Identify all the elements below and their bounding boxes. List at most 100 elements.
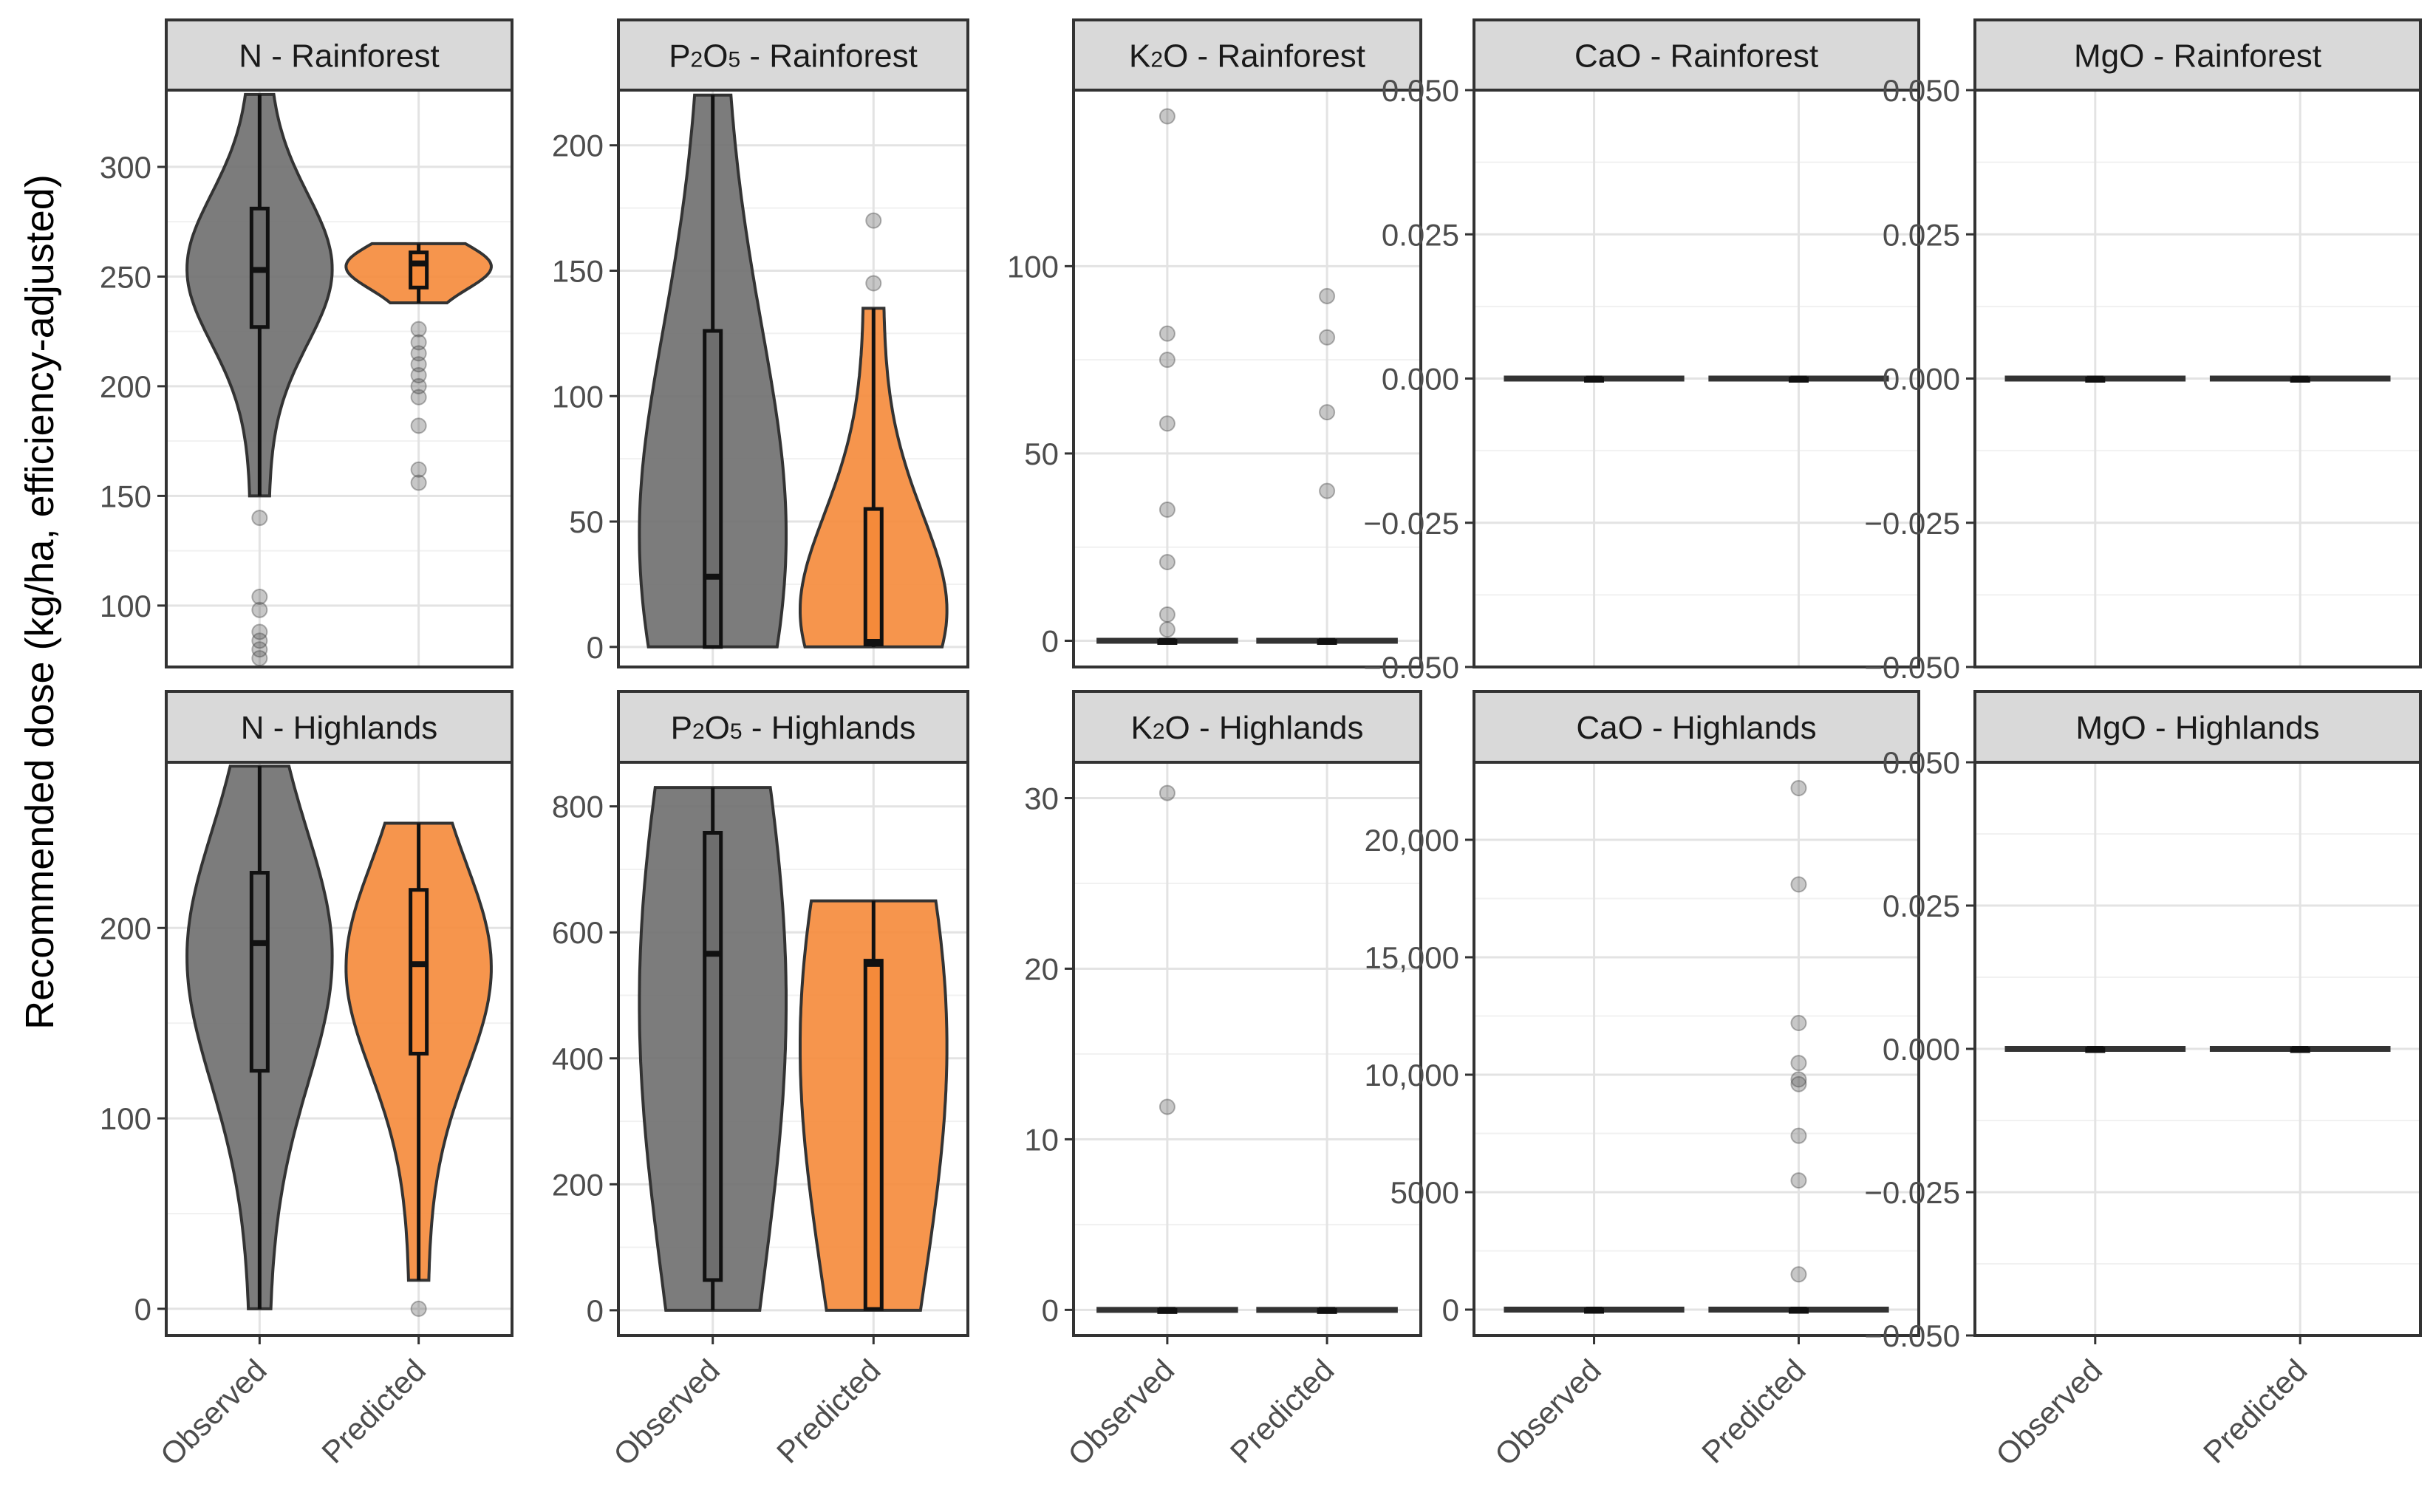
facet-strip xyxy=(1072,690,1422,764)
outlier-point xyxy=(251,632,268,649)
facet-strip xyxy=(165,690,513,764)
plot-background xyxy=(166,90,512,667)
y-tick-label: 200 xyxy=(100,911,151,945)
outlier-point xyxy=(410,356,427,373)
strip-text: O xyxy=(703,38,728,75)
y-tick-label: 600 xyxy=(552,915,604,950)
y-tick-label: 800 xyxy=(552,790,604,824)
outlier-point xyxy=(410,461,427,478)
outlier-point xyxy=(865,212,882,229)
outlier-point xyxy=(1159,325,1175,342)
outlier-point xyxy=(251,601,268,618)
outlier-point xyxy=(865,275,882,292)
y-tick-label: 0.025 xyxy=(1382,217,1459,252)
y-tick-label: 50 xyxy=(569,504,604,539)
facet-strip xyxy=(1473,18,1920,92)
y-tick-label: 0.050 xyxy=(1883,745,1960,780)
facet-panel: −0.050 −0.025 0.000 0.025 0.050 MgO - Highlan… xyxy=(1864,690,2422,1472)
strip-text: O - Highlands xyxy=(1165,710,1364,746)
x-tick-label: Observed xyxy=(607,1352,726,1472)
y-tick-label: 20,000 xyxy=(1365,823,1459,858)
outlier-point xyxy=(1790,779,1807,796)
y-tick-label: 250 xyxy=(100,259,151,294)
y-tick-label: 10,000 xyxy=(1365,1058,1459,1092)
y-tick-label: −0.025 xyxy=(1864,1175,1960,1210)
y-tick-label: 100 xyxy=(1007,249,1059,284)
outlier-point xyxy=(410,321,427,338)
facet-strip-label: MgO - Rainforest xyxy=(2074,38,2321,75)
strip-text: O - Rainforest xyxy=(1163,38,1365,75)
y-tick-label: 15,000 xyxy=(1365,940,1459,975)
outlier-point xyxy=(1159,554,1175,570)
box xyxy=(863,507,884,646)
outlier-point xyxy=(251,641,268,658)
outlier-point xyxy=(1319,404,1336,421)
x-tick-label: Observed xyxy=(1488,1352,1608,1472)
y-tick-label: 150 xyxy=(100,479,151,513)
x-tick-label: Predicted xyxy=(1224,1352,1341,1470)
y-tick-label: 0 xyxy=(134,1292,151,1327)
facet-strip-label: MgO - Highlands xyxy=(2075,710,2319,746)
y-axis-title: Recommended dose (kg/ha, efficiency-adju… xyxy=(18,174,62,1030)
y-tick-label: 100 xyxy=(552,379,604,414)
y-tick-label: 200 xyxy=(552,129,604,163)
y-tick-label: 200 xyxy=(552,1167,604,1202)
facet-panel: −0.050 −0.025 0.000 0.025 0.050 MgO - Rainfor… xyxy=(1864,18,2422,685)
facet-strip xyxy=(1072,18,1422,92)
y-tick-label: 30 xyxy=(1024,781,1059,816)
y-tick-label: −0.025 xyxy=(1363,506,1459,541)
outlier-point xyxy=(410,389,427,406)
strip-subscript: 2 xyxy=(692,719,705,744)
strip-subscript: 2 xyxy=(691,48,703,72)
outlier-point xyxy=(1319,329,1336,346)
outlier-point xyxy=(410,417,427,434)
strip-text: K xyxy=(1129,38,1150,75)
facet-strip-label: K2O - Rainforest xyxy=(1129,38,1365,75)
outlier-point xyxy=(1319,287,1336,304)
x-tick-label: Predicted xyxy=(2197,1352,2314,1470)
y-tick-label: 300 xyxy=(100,150,151,185)
outlier-point xyxy=(1159,108,1175,125)
strip-subscript: 2 xyxy=(1150,48,1163,72)
plot-background xyxy=(1074,762,1421,1335)
strip-text: K xyxy=(1130,710,1152,746)
y-tick-label: 0.025 xyxy=(1883,889,1960,923)
outlier-point xyxy=(251,510,268,527)
outlier-point xyxy=(1319,482,1336,499)
facet-strip xyxy=(1973,18,2422,92)
y-tick-label: 0.050 xyxy=(1883,73,1960,108)
facet-strip-label: N - Rainforest xyxy=(239,38,439,75)
outlier-point xyxy=(251,650,268,667)
facet-strip xyxy=(617,690,969,764)
y-tick-label: 0.050 xyxy=(1382,73,1459,108)
facet-strip-label: N - Highlands xyxy=(241,710,438,746)
y-tick-label: 0 xyxy=(587,630,604,665)
y-tick-label: 150 xyxy=(552,253,604,288)
outlier-point xyxy=(1790,1071,1807,1088)
outlier-point xyxy=(1790,1127,1807,1144)
outlier-point xyxy=(1790,1055,1807,1072)
facet-panel: 0 100 200 N - Highlands Observed Predicted xyxy=(100,690,513,1472)
outlier-point xyxy=(410,1300,427,1317)
strip-text: - Highlands xyxy=(743,710,916,746)
facet-strip-label: K2O - Highlands xyxy=(1130,710,1363,746)
strip-subscript: 5 xyxy=(730,719,743,744)
x-tick-label: Observed xyxy=(1061,1352,1181,1472)
y-tick-label: −0.050 xyxy=(1363,650,1459,685)
box xyxy=(249,871,270,1073)
box xyxy=(863,959,884,1311)
outlier-point xyxy=(251,588,268,605)
facet-panel: 0 10 20 30 K2O - Highlands Observed Predicted xyxy=(1024,690,1422,1472)
y-tick-label: 0.000 xyxy=(1883,1032,1960,1067)
strip-text: - Rainforest xyxy=(740,38,918,75)
facet-strip xyxy=(1973,690,2422,764)
outlier-point xyxy=(410,345,427,362)
facet-panel: 0 50 100 150 200 P2O5 - Rainforest xyxy=(552,18,969,668)
facet-panel: 100 150 200 250 300 N - Rainforest xyxy=(100,18,513,668)
facet-strip xyxy=(1473,690,1920,764)
y-tick-label: 400 xyxy=(552,1041,604,1076)
x-tick-label: Observed xyxy=(1989,1352,2109,1472)
facet-strip-label: P2O5 - Rainforest xyxy=(669,38,918,75)
